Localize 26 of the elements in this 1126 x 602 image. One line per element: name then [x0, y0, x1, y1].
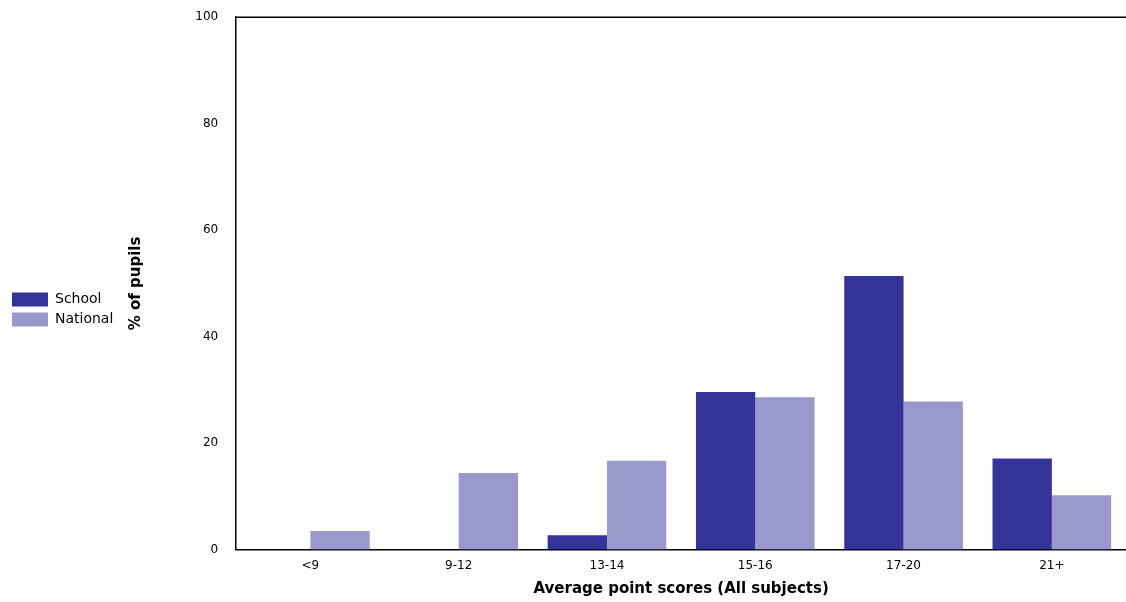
- bar: [1051, 495, 1112, 550]
- y-tick-label: 100: [195, 9, 219, 24]
- bar: [458, 472, 518, 550]
- x-tick-label: 17-20: [886, 557, 921, 572]
- y-tick-label: 0: [210, 541, 219, 556]
- x-tick-label: 21+: [1039, 557, 1065, 572]
- x-axis-title: Average point scores (All subjects): [533, 578, 829, 597]
- legend-label: National: [55, 310, 114, 327]
- y-tick-label: 60: [202, 222, 219, 237]
- x-tick-label: 9-12: [445, 557, 473, 572]
- y-axis-title: % of pupils: [126, 236, 145, 331]
- x-tick-label: <9: [301, 557, 320, 572]
- y-tick-label: 40: [202, 328, 219, 343]
- bar: [606, 460, 667, 550]
- bar: [755, 397, 815, 550]
- bar: [844, 275, 904, 550]
- legend-label: School: [55, 290, 102, 307]
- x-tick-label: 13-14: [589, 557, 625, 572]
- bar: [695, 392, 756, 550]
- x-tick-label: 15-16: [737, 557, 773, 572]
- y-tick-label: 20: [202, 435, 219, 450]
- bar: [992, 458, 1052, 550]
- bar: [903, 401, 963, 550]
- bar: [310, 530, 370, 550]
- y-tick-label: 80: [202, 115, 219, 130]
- bar: [547, 535, 607, 550]
